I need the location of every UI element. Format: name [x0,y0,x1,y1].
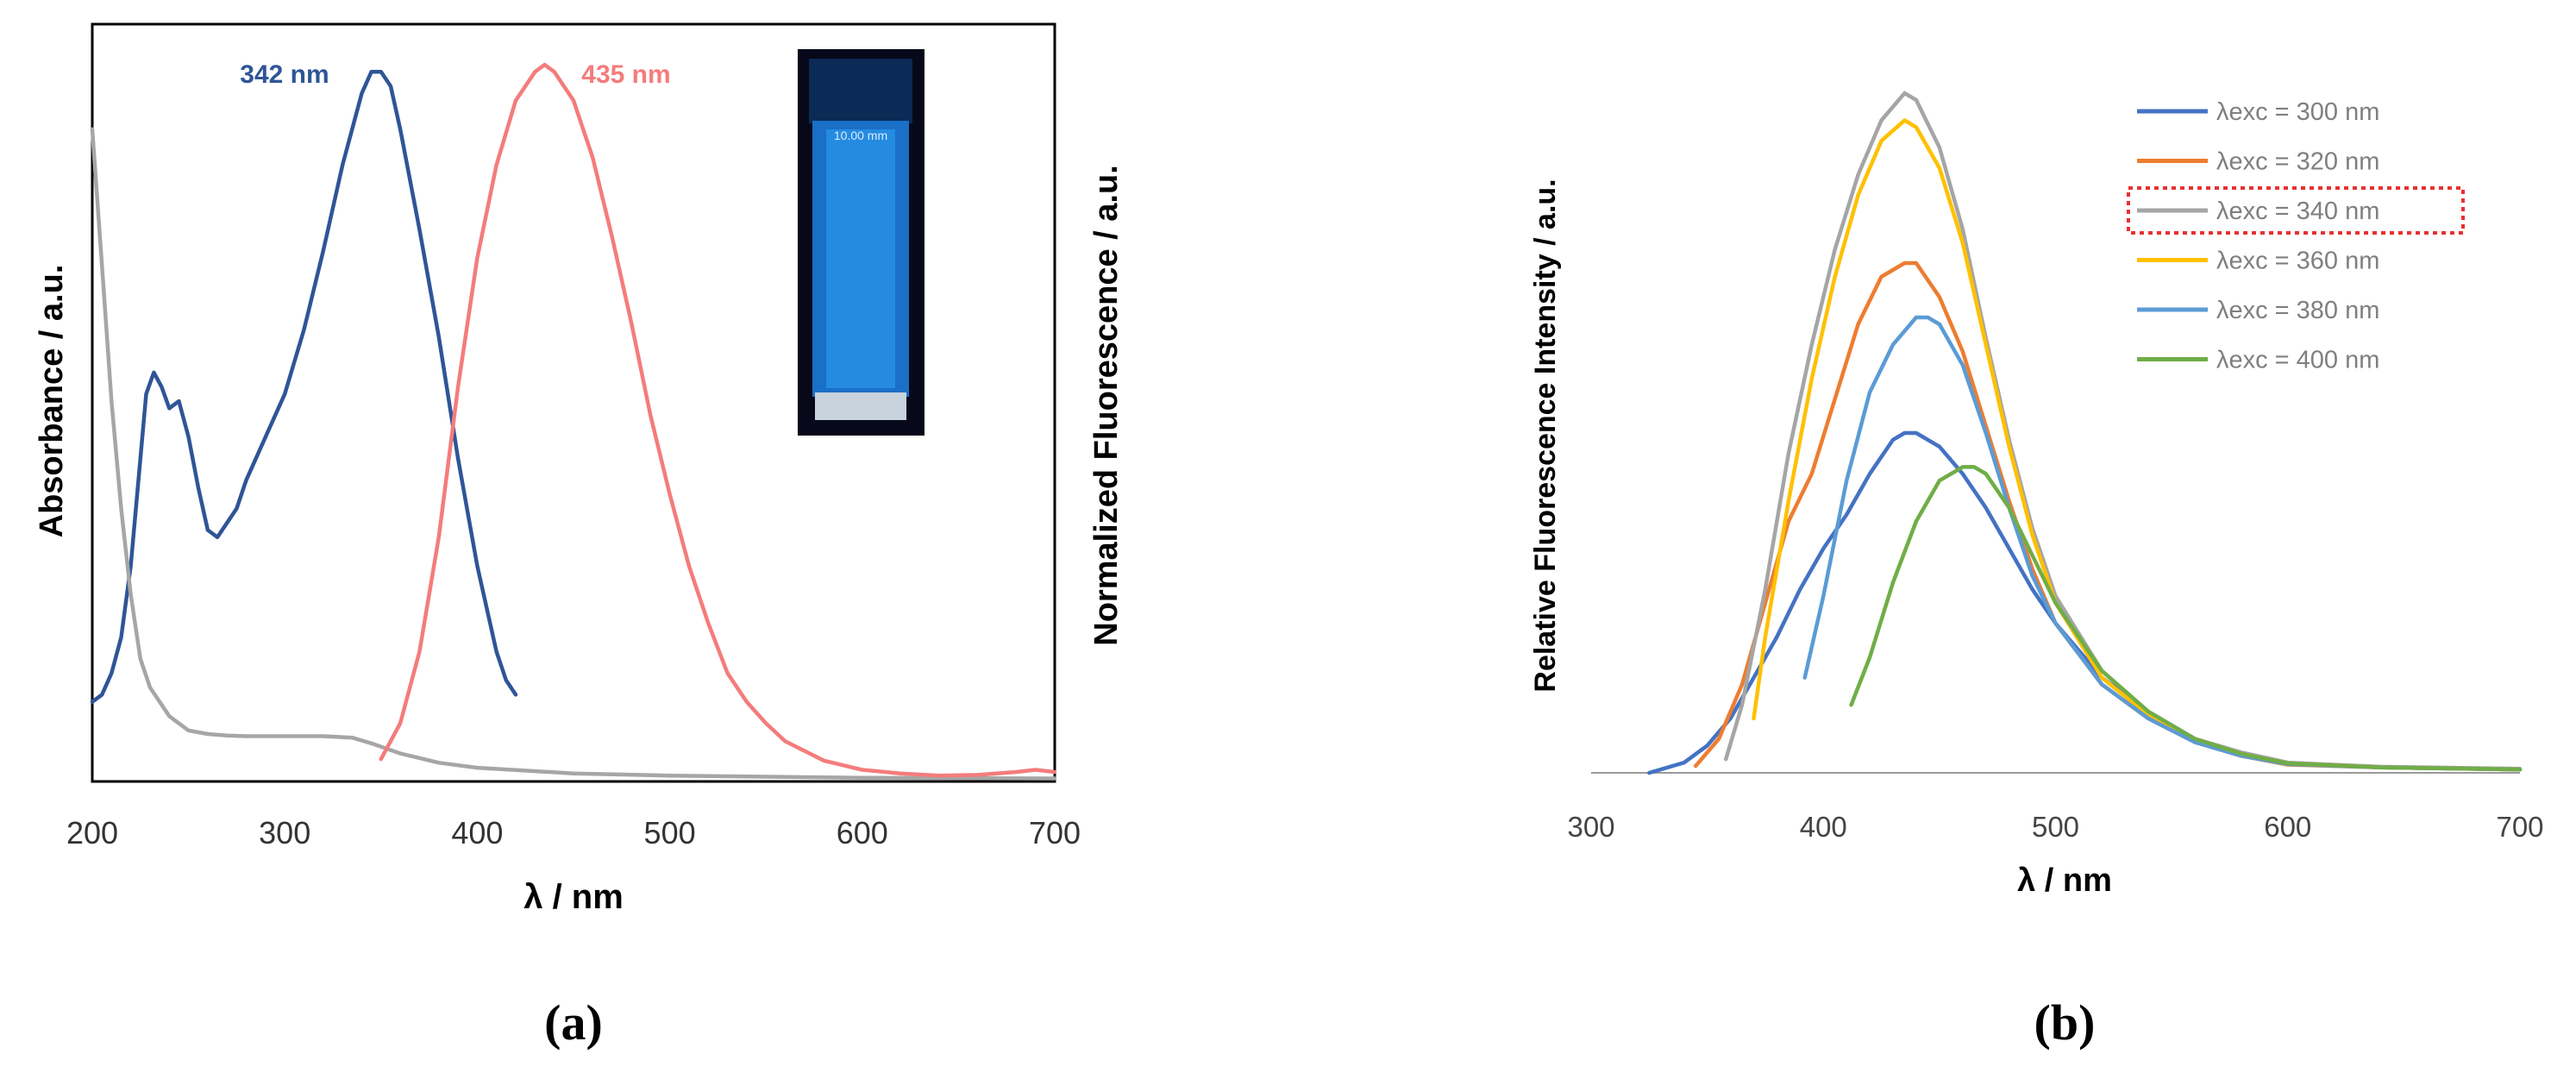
x-tick-label-a-200: 200 [66,815,118,850]
series-line-absorbance [90,70,518,704]
x-tick-label-a-300: 300 [259,815,310,850]
x-tick-labels-b: 300 400 500 600 700 [1567,811,2543,843]
x-tick-label-b-500: 500 [2032,811,2079,843]
x-tick-label-a-400: 400 [451,815,503,850]
panel-label-a: (a) [544,995,603,1051]
legend-label-ex380: λexc = 380 nm [2216,297,2379,324]
x-tick-label-b-600: 600 [2264,811,2311,843]
x-tick-label-a-600: 600 [837,815,888,850]
x-tick-label-b-700: 700 [2496,811,2543,843]
y-axis-label-right-a: Normalized Fluorescence / a.u. [1088,165,1125,646]
inset-cuvette-photo: 10.00 mm [798,49,924,436]
x-tick-label-a-500: 500 [644,815,696,850]
legend-label-ex360: λexc = 360 nm [2216,248,2379,275]
panel-a: 10.00 mm 342 nm 435 nm 200 300 400 500 600 70… [34,22,1125,1051]
series-line-ex360 [1752,118,2523,772]
x-tick-labels-a: 200 300 400 500 600 700 [66,815,1081,850]
series-group-a [90,62,1057,781]
series-line-ex380 [1802,315,2523,772]
legend-label-ex300: λexc = 300 nm [2216,98,2379,126]
legend-b: λexc = 300 nm λexc = 320 nm λexc = 340 nm λ… [2127,98,2465,374]
annotation-435-nm: 435 nm [581,60,670,89]
x-tick-label-b-400: 400 [1800,811,1847,843]
x-axis-label-a: λ / nm [523,878,624,916]
legend-highlight-box [2127,186,2465,235]
x-tick-label-b-300: 300 [1567,811,1614,843]
x-axis-label-b: λ / nm [2017,863,2112,899]
series-line-ex300 [1647,430,2523,775]
series-line-ex340 [1723,91,2523,771]
series-line-absorbance-solvent [90,127,1057,781]
series-line-fluorescence [379,62,1057,778]
series-line-ex400 [1849,465,2523,772]
y-axis-label-left-a: Absorbance / a.u. [34,265,70,538]
inset-cuvette-label: 10.00 mm [834,129,887,142]
x-tick-label-a-700: 700 [1029,815,1081,850]
series-group-b [1647,91,2523,775]
legend-label-ex320: λexc = 320 nm [2216,148,2379,176]
legend-label-ex400: λexc = 400 nm [2216,347,2379,374]
annotation-342-nm: 342 nm [240,60,329,89]
panel-label-b: (b) [2034,995,2096,1051]
y-axis-label-b: Relative Fluorescence Intensity / a.u. [1529,179,1562,692]
legend-label-ex340: λexc = 340 nm [2216,198,2379,225]
panel-b: λexc = 300 nm λexc = 320 nm λexc = 340 nm λ… [1529,91,2544,1051]
